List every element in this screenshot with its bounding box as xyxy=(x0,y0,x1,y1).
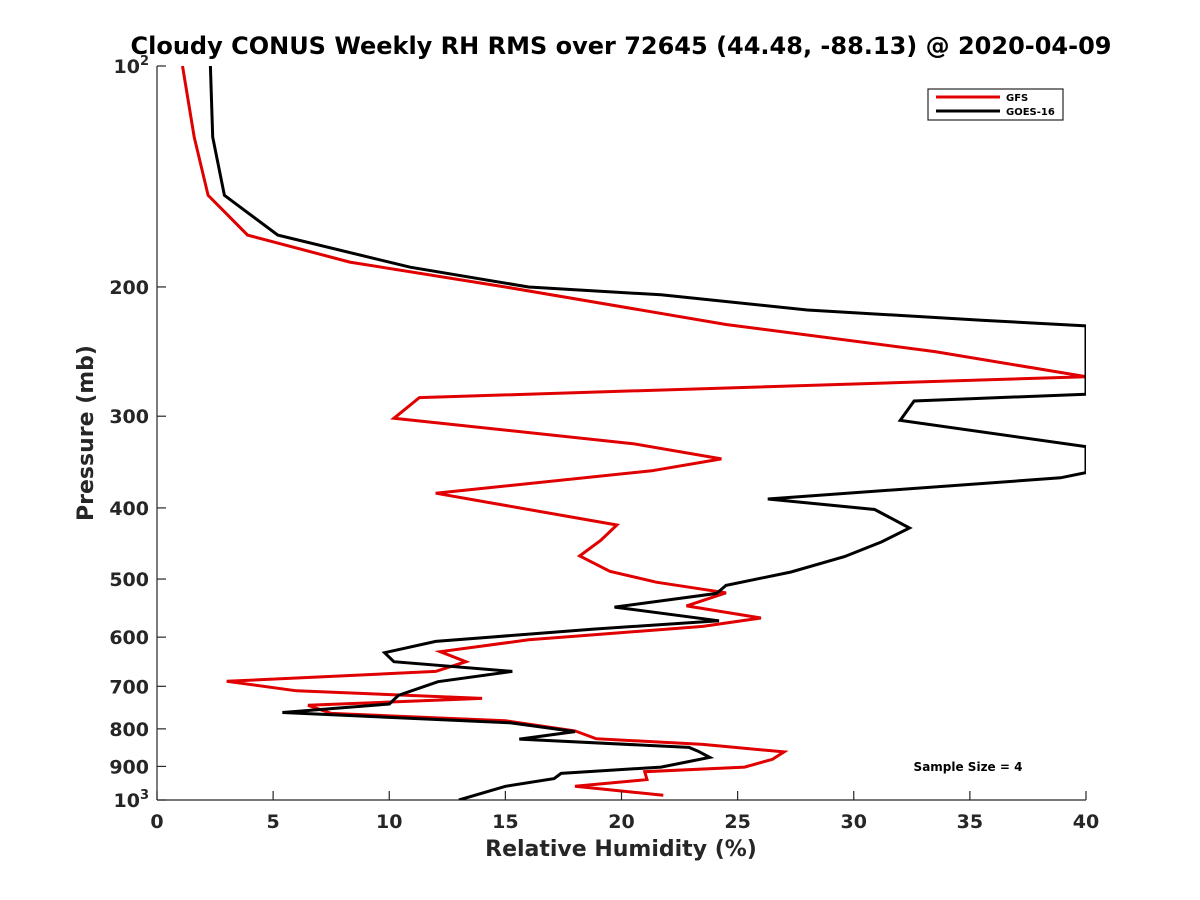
y-axis: 102 200 300 400 500 600 700 800 900 103 xyxy=(109,54,166,812)
y-tick-label: 200 xyxy=(109,277,149,299)
y-tick-label: 102 xyxy=(114,54,150,78)
x-tick-label: 35 xyxy=(957,811,983,833)
legend: GFS GOES-16 xyxy=(927,88,1064,121)
x-tick-label: 10 xyxy=(376,811,402,833)
y-tick-label: 600 xyxy=(109,627,149,649)
legend-label: GFS xyxy=(1006,93,1028,104)
y-tick-label: 700 xyxy=(109,676,149,698)
series-layer xyxy=(181,66,1086,800)
legend-box xyxy=(927,88,1064,121)
y-tick-label: 300 xyxy=(109,406,149,428)
sample-size-annotation: Sample Size = 4 xyxy=(914,760,1023,774)
y-tick-label: 103 xyxy=(114,788,150,812)
x-tick-label: 0 xyxy=(150,811,163,833)
series-line-gfs xyxy=(181,66,1086,797)
y-tick-label: 500 xyxy=(109,569,149,591)
y-tick-label: 800 xyxy=(109,719,149,741)
legend-label: GOES-16 xyxy=(1006,107,1055,118)
x-tick-label: 15 xyxy=(492,811,518,833)
y-axis-title: Pressure (mb) xyxy=(74,345,99,521)
series-line-goes-16 xyxy=(208,66,1086,800)
y-tick-label: 400 xyxy=(109,498,149,520)
x-axis-title: Relative Humidity (%) xyxy=(485,837,757,862)
x-tick-label: 20 xyxy=(608,811,634,833)
chart-title: Cloudy CONUS Weekly RH RMS over 72645 (4… xyxy=(131,32,1112,60)
y-tick-label: 900 xyxy=(109,756,149,778)
x-axis: 0 5 10 15 20 25 30 35 40 xyxy=(150,791,1099,833)
x-tick-label: 40 xyxy=(1073,811,1099,833)
x-tick-label: 25 xyxy=(724,811,750,833)
x-tick-label: 30 xyxy=(841,811,867,833)
x-tick-label: 5 xyxy=(267,811,280,833)
